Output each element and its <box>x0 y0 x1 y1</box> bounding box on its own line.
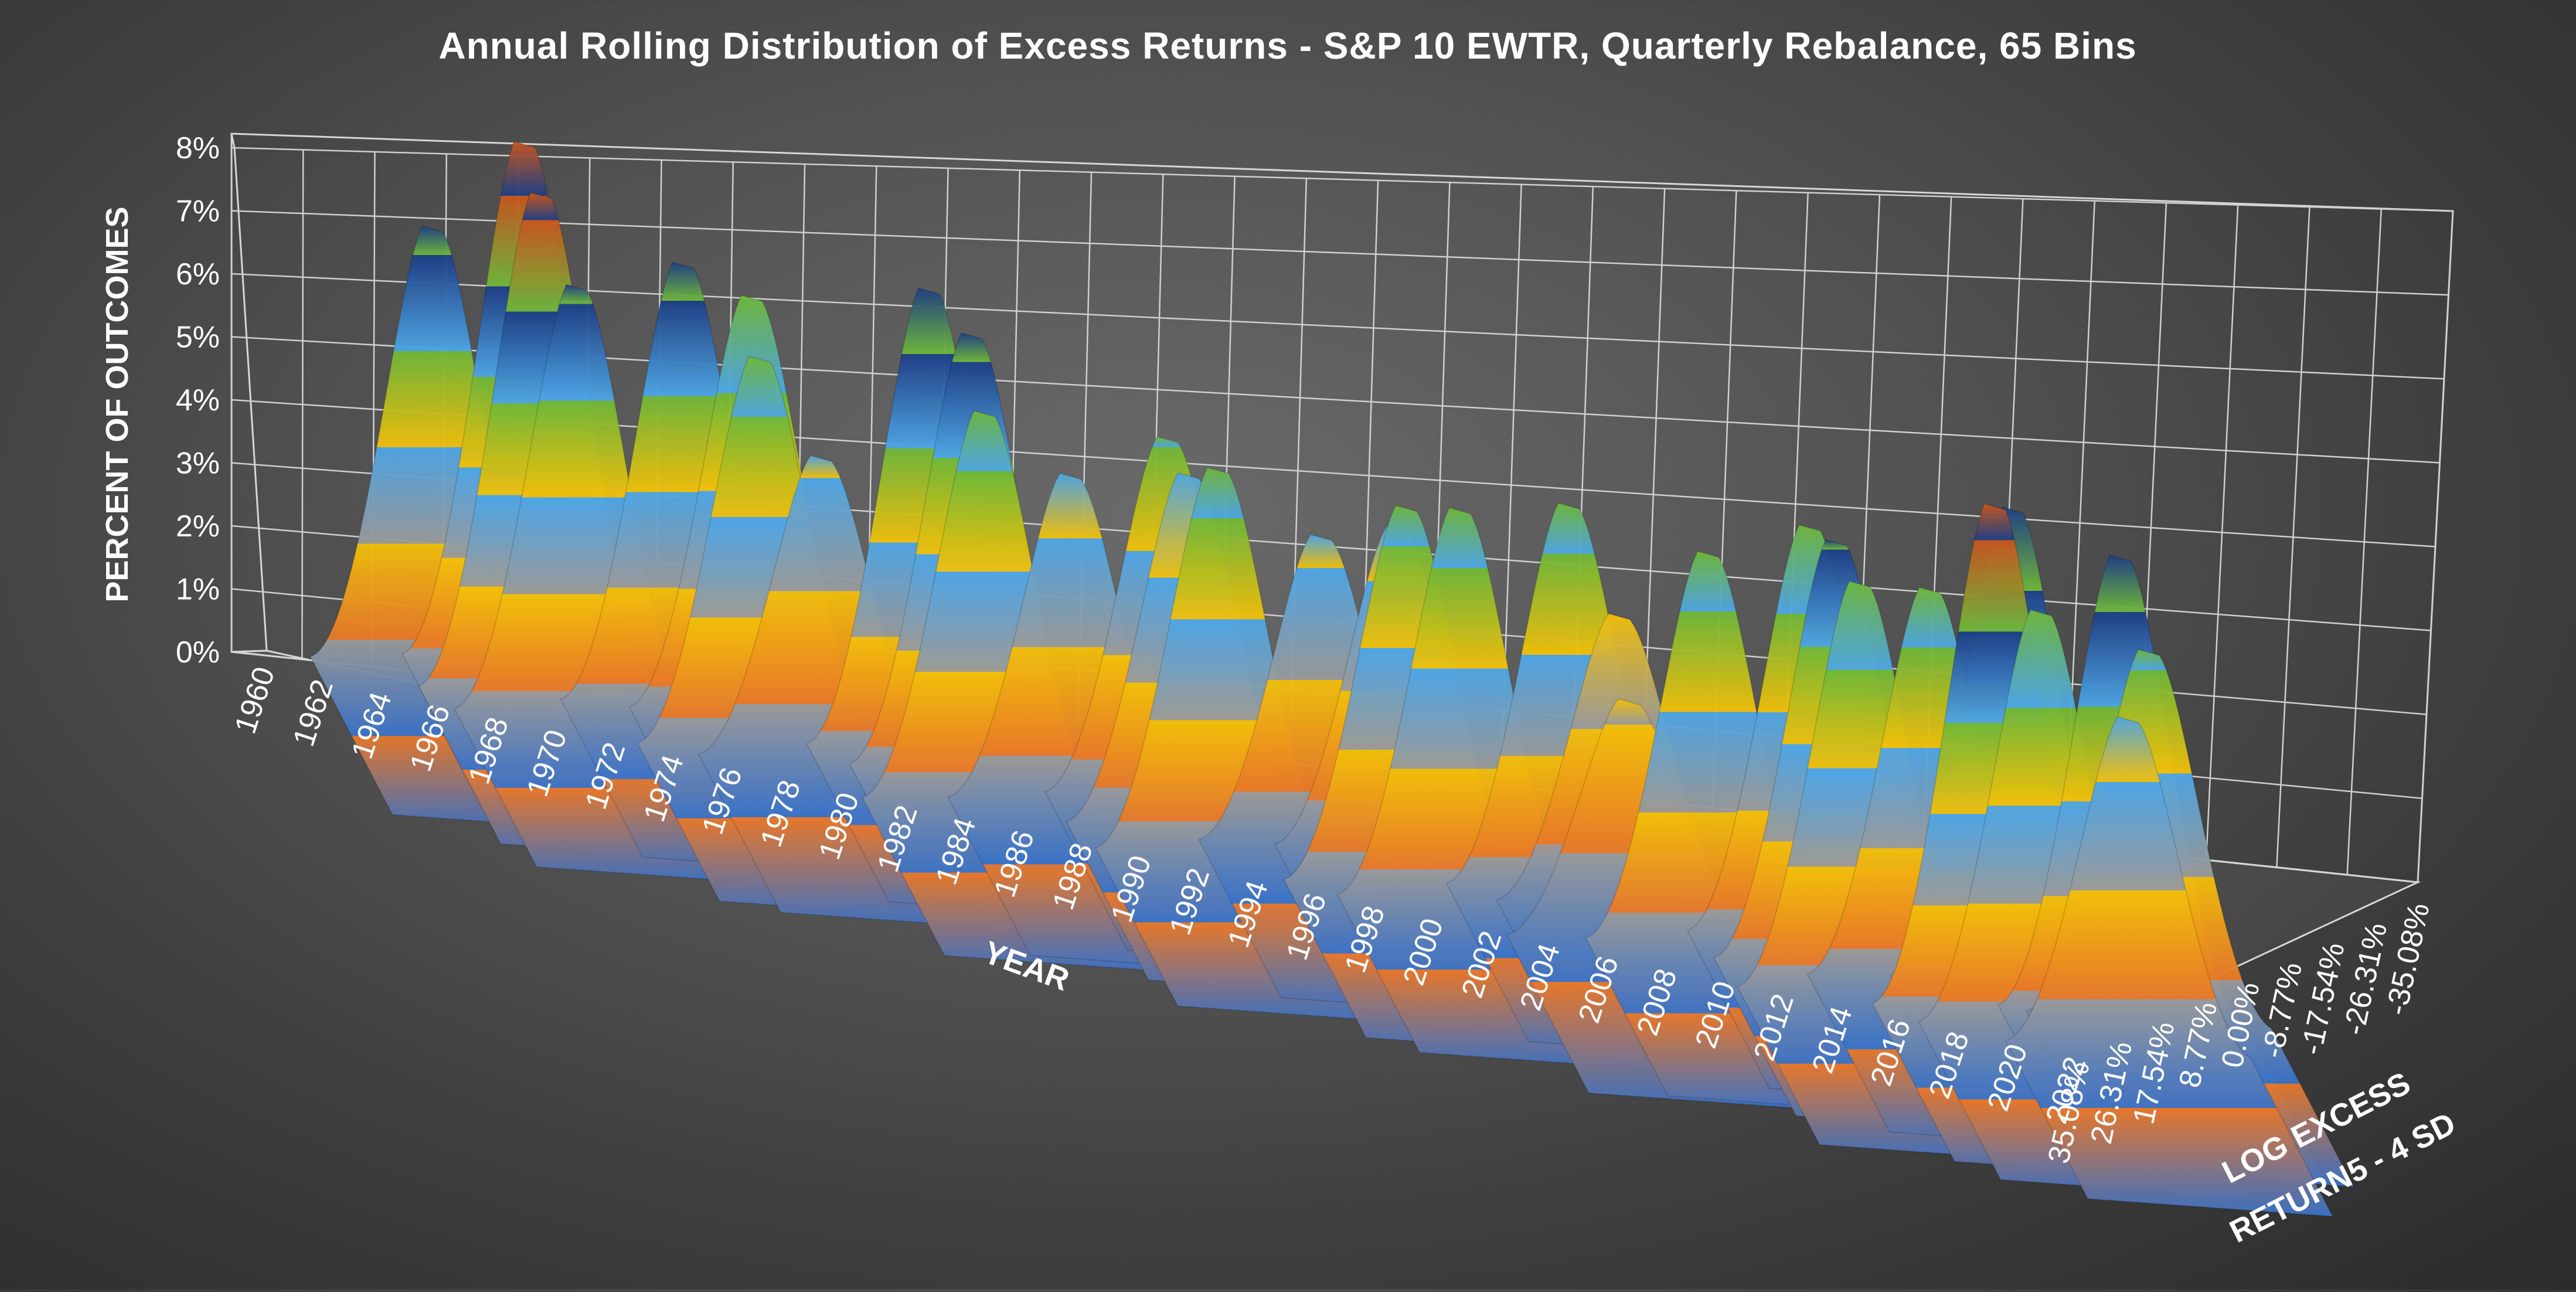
x-gridline <box>2205 205 2239 861</box>
x-gridline <box>301 149 304 659</box>
y-tick-label: -26.31% <box>2337 920 2394 1038</box>
z-gridline <box>231 273 2445 380</box>
y-tick-label: -35.08% <box>2380 900 2437 1018</box>
z-tick-label: 6% <box>176 257 220 291</box>
z-tick-label: 8% <box>176 131 220 165</box>
z-tick-label: 3% <box>176 447 220 481</box>
z-gridline <box>231 210 2449 296</box>
x-tick-label: 1960 <box>229 663 282 738</box>
surface-ridges <box>309 141 2355 1218</box>
z-tick-label: 4% <box>176 383 220 417</box>
z-axis-title: PERCENT OF OUTCOMES <box>100 206 135 602</box>
x-gridline <box>2346 209 2382 875</box>
z-gridline <box>231 147 2454 212</box>
chart-title: Annual Rolling Distribution of Excess Re… <box>438 25 2136 67</box>
z-tick-label: 7% <box>176 195 220 229</box>
z-tick-label: 2% <box>176 509 220 543</box>
y-tick-label: -17.54% <box>2295 940 2352 1058</box>
x-tick-label: 1962 <box>287 675 340 750</box>
z-tick-label: 5% <box>176 321 220 355</box>
z-tick-label: 0% <box>176 635 220 669</box>
x-gridline <box>2276 206 2310 868</box>
x-gridline <box>2417 210 2454 883</box>
z-axis-ticks: 0% 1% 2% 3% 4% 5% 6% 7% 8% <box>176 131 220 669</box>
surface-ridge <box>2005 716 2334 1218</box>
z-tick-label: 1% <box>176 573 220 607</box>
